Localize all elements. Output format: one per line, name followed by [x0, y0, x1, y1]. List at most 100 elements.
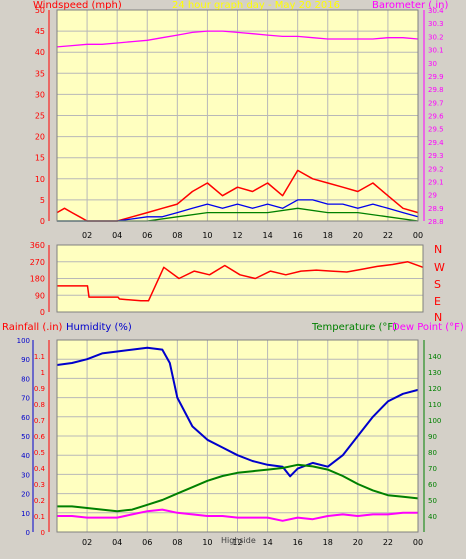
wind-xtick-label: 02 [82, 231, 92, 240]
compass-n-top: N [434, 243, 442, 256]
panel-borders [32, 9, 425, 533]
humidity-ytick-label: 20 [21, 491, 30, 499]
barometer-ytick-label: 29.3 [428, 152, 444, 160]
humidity-ytick-label: 50 [21, 433, 30, 441]
wind-xtick-label: 10 [202, 231, 212, 240]
humidity-ytick-label: 60 [21, 414, 30, 422]
rain-ytick-label: 0 [41, 529, 45, 537]
barometer-ytick-label: 30.2 [428, 33, 444, 41]
barometer-axis-title: Barometer (.in) [372, 0, 448, 11]
wind-ytick-label: 50 [35, 6, 45, 15]
wind-xtick-label: 12 [232, 231, 242, 240]
temp-xtick-label: 12 [232, 538, 242, 547]
series-dew-point [57, 508, 418, 522]
barometer-ytick-label: 30.4 [428, 7, 444, 15]
temp-ytick-label: 100 [428, 417, 441, 425]
compass-s: S [434, 278, 441, 291]
temp-xtick-label: 06 [142, 538, 152, 547]
rain-ytick-label: 0.1 [34, 513, 45, 521]
direction-ytick-label: 0 [40, 308, 45, 317]
wind-xtick-label: 04 [112, 231, 122, 240]
temp-xtick-label: 04 [112, 538, 122, 547]
barometer-ytick-label: 30 [428, 60, 437, 68]
wind-ytick-label: 40 [35, 48, 45, 57]
rain-ytick-label: 0.8 [34, 401, 45, 409]
direction-ytick-label: 360 [30, 241, 45, 250]
barometer-ytick-label: 29.7 [428, 99, 444, 107]
wind-axis-title: Windspeed (mph) [33, 0, 122, 11]
humidity-ytick-label: 30 [21, 471, 30, 479]
compass-e: E [434, 295, 441, 308]
temp-xtick-label: 14 [262, 538, 272, 547]
wind-xtick-label: 18 [323, 231, 333, 240]
panel-border-2 [56, 244, 424, 313]
panel-border-3 [56, 339, 419, 533]
barometer-ytick-label: 30.1 [428, 47, 444, 55]
wind-ytick-label: 0 [40, 217, 45, 226]
barometer-ytick-label: 29.9 [428, 73, 444, 81]
direction-ytick-label: 180 [30, 275, 45, 284]
rain-ytick-label: 0.5 [34, 449, 45, 457]
temp-xtick-label: 08 [172, 538, 182, 547]
series-temperature [57, 463, 419, 513]
wind-xtick-label: 06 [142, 231, 152, 240]
wind-ytick-label: 45 [35, 27, 45, 36]
series-humidity [56, 346, 419, 478]
rain-ytick-label: 1.1 [34, 353, 45, 361]
temperature-axis-title: Temperature (°F) [311, 322, 397, 333]
temp-xtick-label: 20 [353, 538, 363, 547]
humidity-ytick-label: 90 [21, 356, 30, 364]
humidity-ytick-label: 80 [21, 375, 30, 383]
temp-xtick-label: 02 [82, 538, 92, 547]
temp-ytick-label: 50 [428, 497, 437, 505]
wind-ytick-label: 30 [35, 90, 45, 99]
series-wind-low [57, 207, 419, 222]
barometer-ytick-label: 29.1 [428, 178, 444, 186]
compass-n-bottom: N [434, 311, 442, 324]
rain-axis-title: Rainfall (.in) [2, 322, 63, 333]
chart-title: 24 hour graph day - May 20 2016 [172, 0, 340, 11]
wind-ytick-label: 25 [35, 112, 45, 121]
wind-xtick-label: 14 [262, 231, 272, 240]
humidity-ytick-label: 70 [21, 395, 30, 403]
series-barometer [56, 30, 419, 48]
barometer-ytick-label: 29.2 [428, 165, 444, 173]
temp-xtick-label: 18 [323, 538, 333, 547]
rain-ytick-label: 1 [41, 369, 45, 377]
temp-ytick-label: 110 [428, 401, 441, 409]
barometer-ytick-label: 29.6 [428, 113, 444, 121]
dewpoint-axis-title: Dew Point (°F) [392, 322, 464, 333]
wind-ytick-label: 10 [35, 175, 45, 184]
humidity-axis-title: Humidity (%) [66, 322, 132, 333]
barometer-ytick-label: 29.5 [428, 126, 444, 134]
direction-ytick-label: 90 [35, 291, 45, 300]
panel-border-1 [56, 9, 419, 222]
temp-ytick-label: 60 [428, 481, 437, 489]
temp-ytick-label: 90 [428, 433, 437, 441]
wind-ytick-label: 20 [35, 133, 45, 142]
temp-ytick-label: 40 [428, 513, 437, 521]
compass-w: W [434, 261, 445, 274]
rain-ytick-label: 0.3 [34, 481, 45, 489]
humidity-ytick-label: 10 [21, 510, 30, 518]
wind-xtick-label: 22 [383, 231, 393, 240]
temp-ytick-label: 80 [428, 449, 437, 457]
temp-ytick-label: 120 [428, 385, 441, 393]
wind-xtick-label: 16 [293, 231, 303, 240]
temp-xtick-label: 00 [413, 538, 423, 547]
barometer-ytick-label: 29 [428, 192, 437, 200]
rain-ytick-label: 0.4 [34, 465, 46, 473]
temp-ytick-label: 130 [428, 369, 441, 377]
barometer-ytick-label: 30.3 [428, 20, 444, 28]
rain-ytick-label: 0.6 [34, 433, 46, 441]
rain-ytick-label: 0.7 [34, 417, 45, 425]
humidity-ytick-label: 0 [26, 529, 30, 537]
barometer-ytick-label: 29.4 [428, 139, 444, 147]
wind-xtick-label: 20 [353, 231, 363, 240]
rain-ytick-label: 0.9 [34, 385, 45, 393]
series-lines [56, 30, 424, 522]
humidity-ytick-label: 100 [17, 337, 30, 345]
